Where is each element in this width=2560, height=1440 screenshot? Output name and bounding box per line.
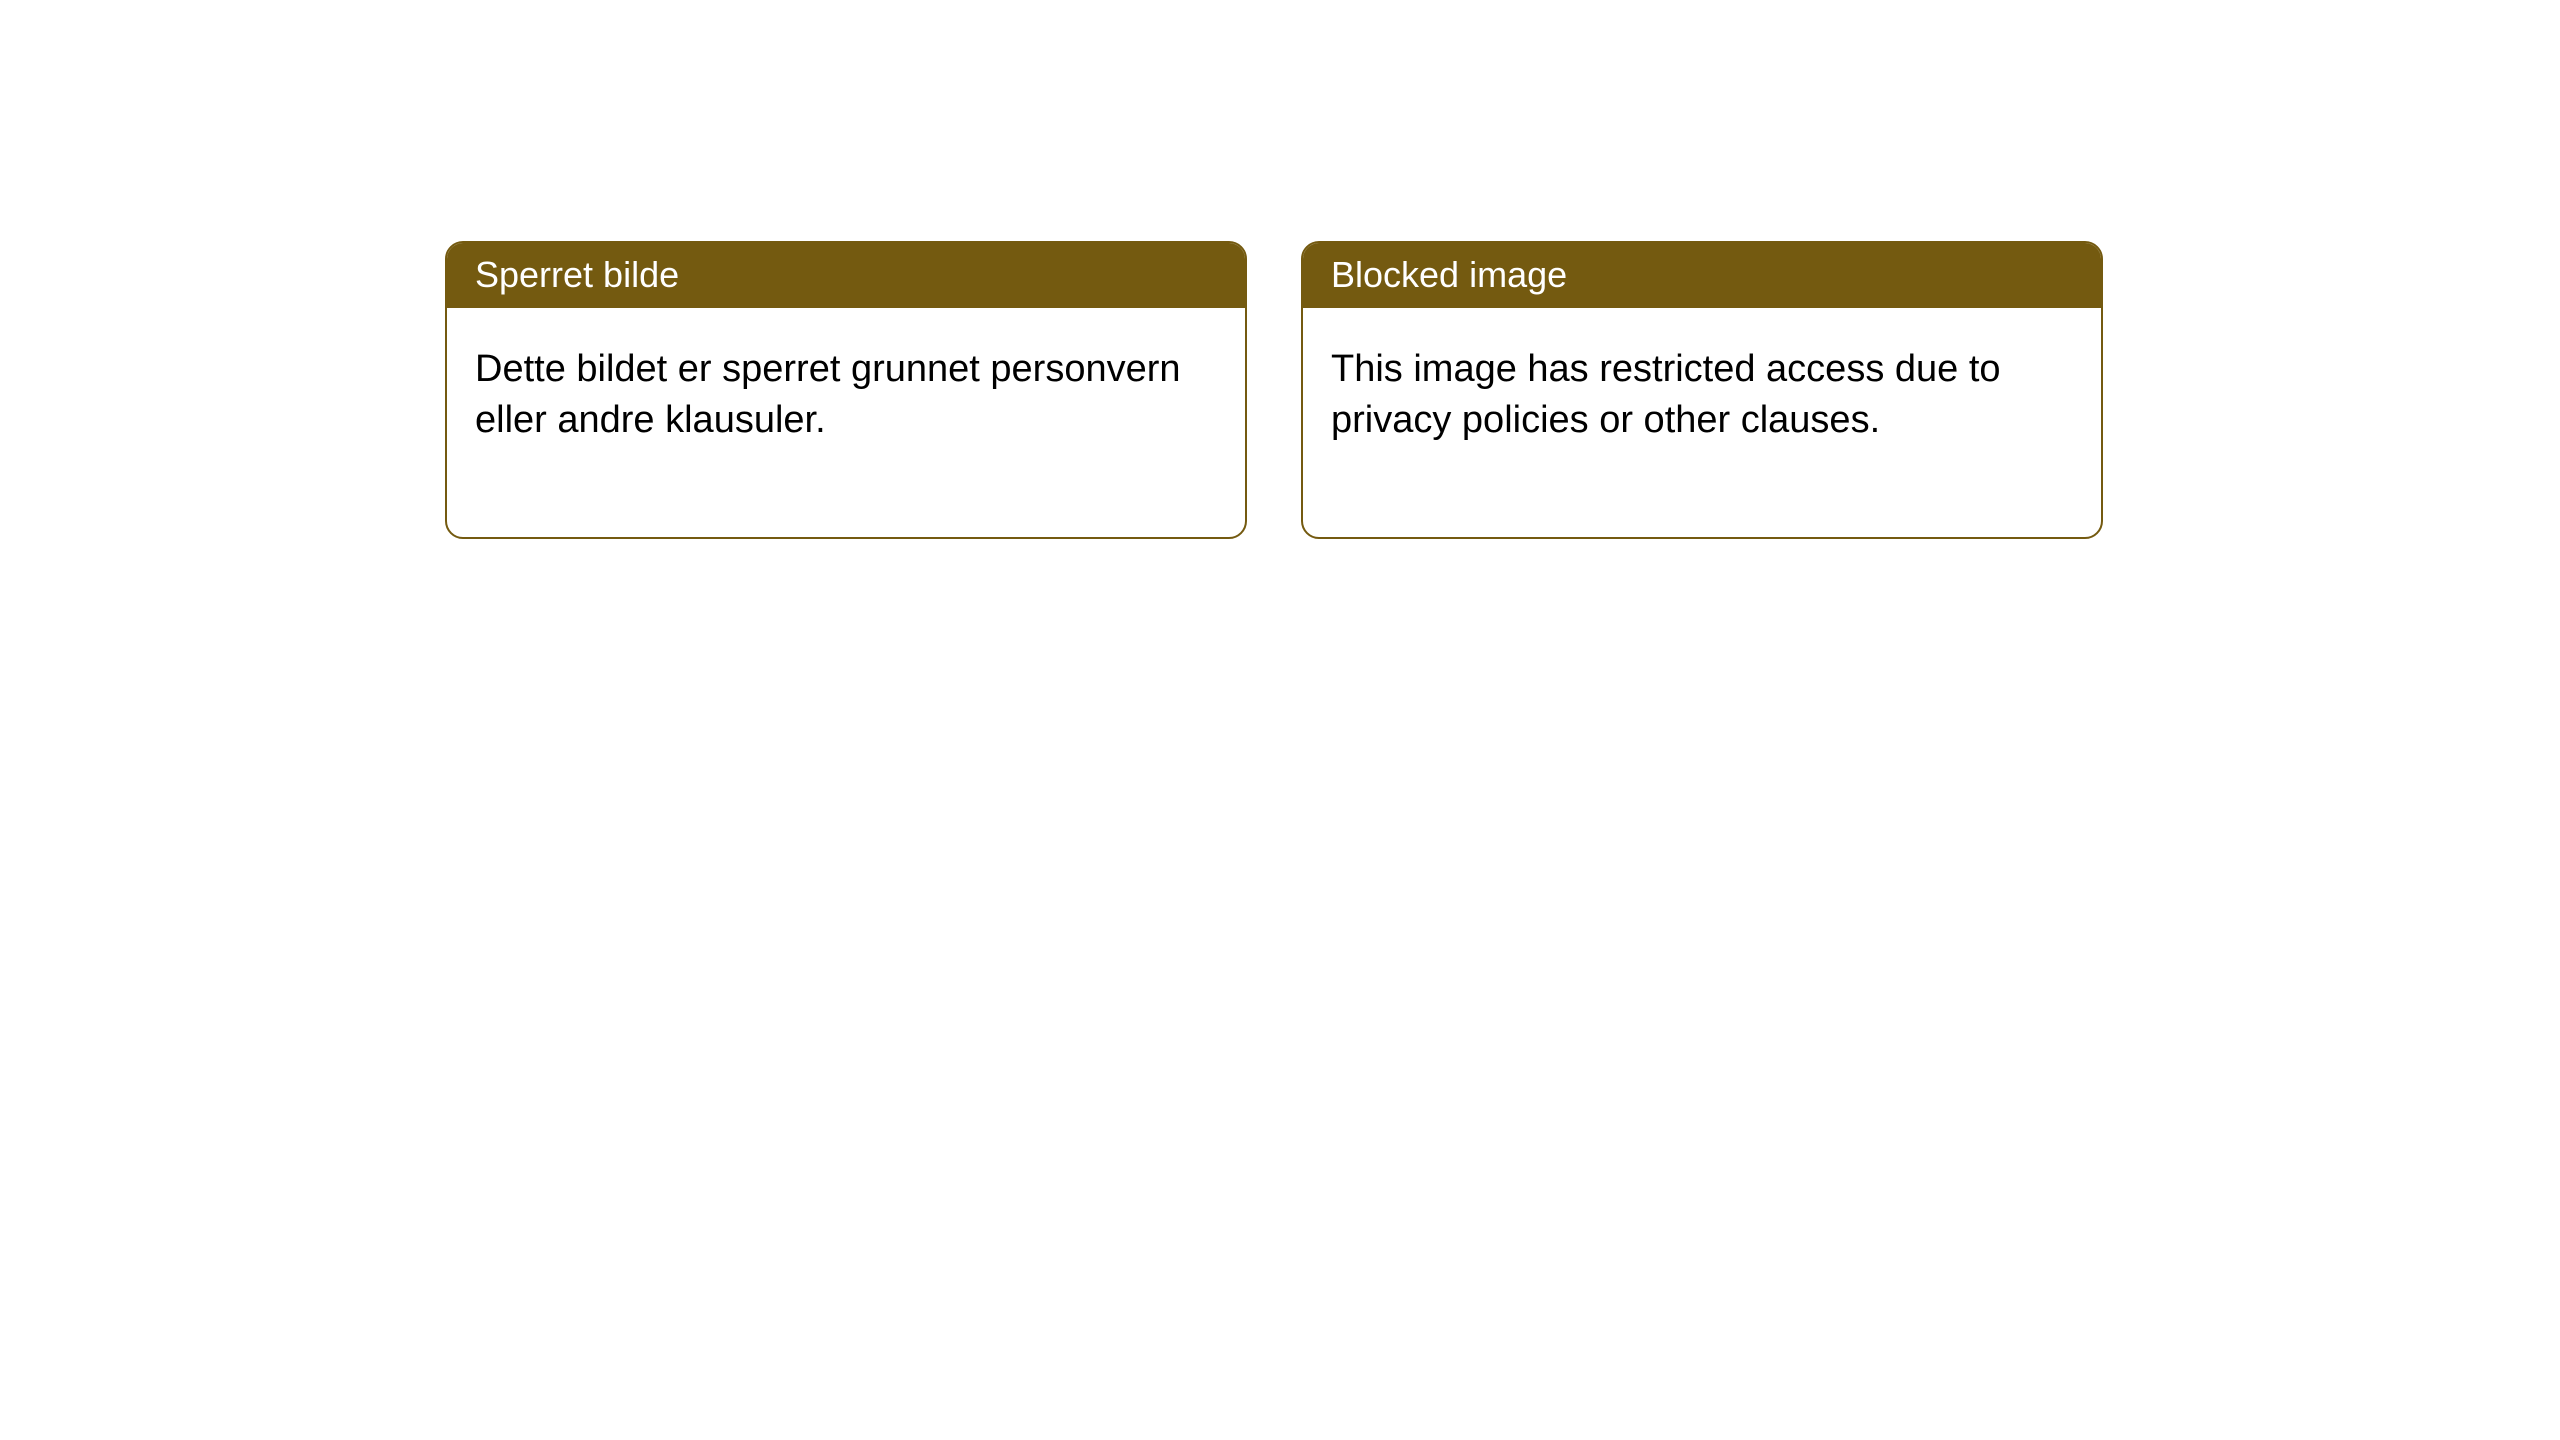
notice-container: Sperret bilde Dette bildet er sperret gr… <box>445 241 2103 539</box>
notice-body-english: This image has restricted access due to … <box>1303 308 2101 537</box>
notice-body-norwegian: Dette bildet er sperret grunnet personve… <box>447 308 1245 537</box>
notice-title-norwegian: Sperret bilde <box>447 243 1245 308</box>
notice-card-english: Blocked image This image has restricted … <box>1301 241 2103 539</box>
notice-title-english: Blocked image <box>1303 243 2101 308</box>
notice-card-norwegian: Sperret bilde Dette bildet er sperret gr… <box>445 241 1247 539</box>
